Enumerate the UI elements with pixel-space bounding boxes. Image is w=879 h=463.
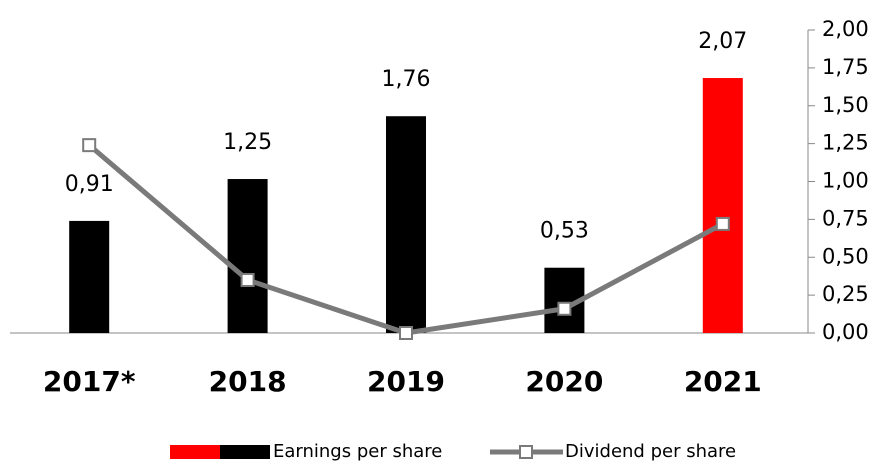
x-tick-label: 2017* xyxy=(43,365,136,398)
y2-tick-label: 1,00 xyxy=(822,169,869,193)
line-marker xyxy=(82,138,97,153)
value-label: 1,76 xyxy=(382,67,431,92)
value-label: 2,07 xyxy=(698,29,747,54)
value-label: 0,91 xyxy=(65,172,114,197)
bar xyxy=(702,78,743,333)
bar xyxy=(69,220,110,333)
line-marker xyxy=(557,301,572,316)
legend-label: Dividend per share xyxy=(565,441,736,462)
value-label: 1,25 xyxy=(223,130,272,155)
line-marker xyxy=(399,326,413,340)
x-tick-label: 2018 xyxy=(209,365,287,398)
y2-tick-label: 1,25 xyxy=(822,131,869,155)
y2-tick-label: 0,25 xyxy=(822,282,869,306)
x-tick-label: 2020 xyxy=(525,365,603,398)
y2-tick-label: 0,75 xyxy=(822,206,869,230)
y2-tick-label: 0,50 xyxy=(822,244,869,268)
legend-swatch xyxy=(220,445,270,459)
line-marker xyxy=(240,272,255,287)
legend-swatch xyxy=(170,445,220,459)
y2-tick-label: 2,00 xyxy=(822,17,869,41)
x-tick-label: 2019 xyxy=(367,365,445,398)
y2-tick-label: 0,00 xyxy=(822,320,869,344)
y2-tick-label: 1,75 xyxy=(822,55,869,79)
legend-label: Earnings per share xyxy=(273,441,442,462)
line-marker xyxy=(715,216,730,231)
x-tick-label: 2021 xyxy=(684,365,762,398)
value-label: 0,53 xyxy=(540,219,589,244)
bar xyxy=(227,179,268,333)
bar xyxy=(386,116,426,333)
y2-tick-label: 1,50 xyxy=(822,93,869,117)
legend-swatch xyxy=(519,445,533,459)
